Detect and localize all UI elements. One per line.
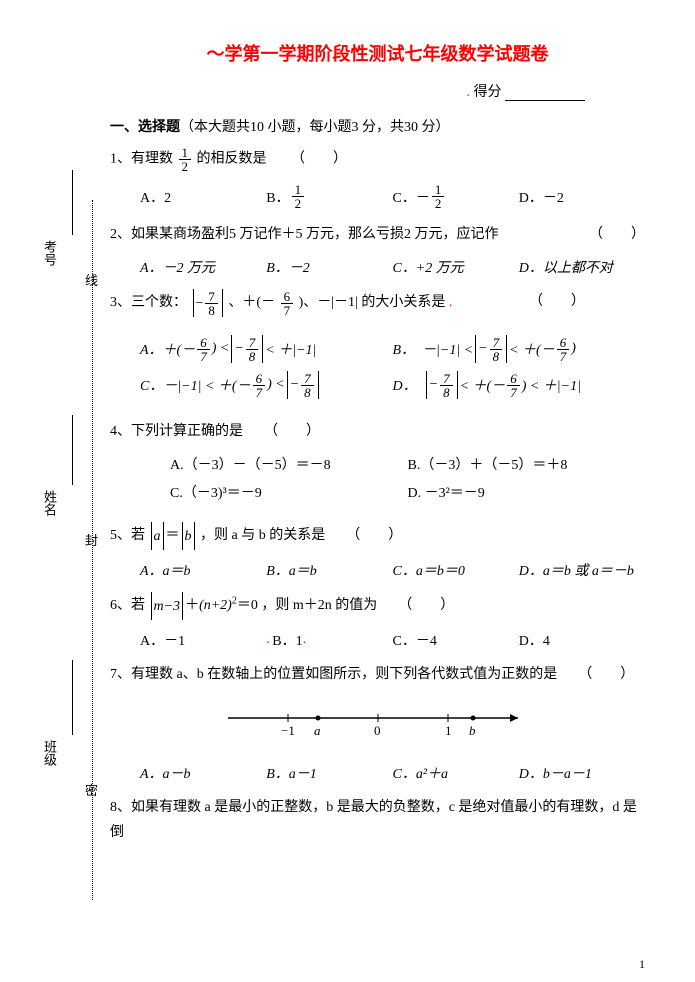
q5-stem-b: ，则 a 与 b 的关系是 （ ） — [200, 529, 402, 544]
q4-opt-c[interactable]: C.（－3)³＝－9 — [170, 482, 408, 502]
q7-opt-c[interactable]: C．a²＋a — [393, 763, 519, 783]
q1-paren[interactable]: （ ） — [298, 152, 347, 167]
q2-opt-b[interactable]: B．－2 — [266, 257, 392, 277]
q7-opt-d[interactable]: D．b－a－1 — [519, 763, 645, 783]
question-3: 3、三个数： −78 、＋(－ 67 )、－|－1| 的大小关系是 . （ ） — [110, 289, 645, 317]
q6-opt-b[interactable]: .B．1. — [266, 630, 392, 650]
q5-opt-d[interactable]: D．a＝b 或 a＝－b — [519, 560, 645, 580]
q1-opt-a[interactable]: A．2 — [140, 183, 266, 210]
tick-a: a — [314, 723, 321, 738]
q3-stem-c: )、－|－1| 的大小关系是 — [299, 295, 446, 310]
score-blank[interactable] — [505, 100, 585, 101]
q6-stem-a: 6、若 — [110, 599, 145, 614]
q7-opt-a[interactable]: A．a－b — [140, 763, 266, 783]
q2-opt-a[interactable]: A．－2 万元 — [140, 257, 266, 277]
q5-options: A．a＝b B．a＝b C．a＝b＝0 D．a＝b 或 a＝－b — [140, 560, 645, 580]
question-6: 6、若 m−3＋(n+2)2＝0 ，则 m＋2n 的值为 （ ） — [110, 592, 645, 620]
q4-opt-a[interactable]: A.（－3）－（－5）＝－8 — [170, 454, 408, 474]
q2-opt-c[interactable]: C．+2 万元 — [393, 257, 519, 277]
tick-1: 1 — [445, 723, 452, 738]
q1-stem-b: 的相反数是 — [197, 152, 267, 167]
q6-opt-d[interactable]: D．4 — [519, 630, 645, 650]
q3-options: A．＋(－67) < −78 < ＋|−1| B． －|−1| < −78 < … — [140, 335, 645, 407]
q2-stem: 2、如果某商场盈利5 万记作＋5 万元，那么亏损2 万元，应记作 — [110, 227, 499, 242]
section-1-note: （本大题共10 小题，每小题3 分，共30 分） — [180, 120, 450, 135]
q6-opt-a[interactable]: A．－1 — [140, 630, 266, 650]
exam-title: ～学第一学期阶段性测试七年级数学试题卷 — [110, 40, 645, 66]
tick-m1: −1 — [281, 723, 295, 738]
q3-opt-c[interactable]: C．－|−1| < ＋(－67) < −78 — [140, 371, 393, 399]
q1-opt-c[interactable]: C．－12 — [393, 183, 519, 210]
q2-paren[interactable]: （ ） — [589, 222, 645, 247]
section-1-header: 一、选择题（本大题共10 小题，每小题3 分，共30 分） — [110, 116, 645, 136]
page-number: 1 — [639, 957, 645, 972]
question-8: 8、如果有理数 a 是最小的正整数，b 是最大的负整数，c 是绝对值最小的有理数… — [110, 795, 645, 845]
q5-opt-c[interactable]: C．a＝b＝0 — [393, 560, 519, 580]
q1-options: A．2 B．12 C．－12 D．－2 — [140, 183, 645, 210]
number-line-svg: −1 a 0 1 b — [218, 703, 538, 743]
q4-options: A.（－3）－（－5）＝－8 B.（－3）＋（－5）＝＋8 C.（－3)³＝－9… — [170, 454, 645, 510]
q6-options: A．－1 .B．1. C．－4 D．4 — [140, 630, 645, 650]
q1-stem-a: 1、有理数 — [110, 152, 173, 167]
q4-opt-d[interactable]: D. －3²＝－9 — [408, 482, 646, 502]
q6-stem-b: ，则 m＋2n 的值为 （ ） — [261, 599, 454, 614]
q7-opt-b[interactable]: B．a－1 — [266, 763, 392, 783]
q3-opt-a[interactable]: A．＋(－67) < −78 < ＋|−1| — [140, 335, 393, 363]
q4-opt-b[interactable]: B.（－3）＋（－5）＝＋8 — [408, 454, 646, 474]
question-7: 7、有理数 a、b 在数轴上的位置如图所示，则下列各代数式值为正数的是 （ ） — [110, 662, 645, 687]
question-1: 1、有理数 12 的相反数是 （ ） — [110, 146, 645, 173]
score-label: 得分 — [474, 85, 502, 100]
q6-opt-c[interactable]: C．－4 — [393, 630, 519, 650]
q3-paren[interactable]: （ ） — [529, 289, 585, 314]
score-row: . 得分 — [110, 81, 645, 101]
section-1-label: 一、选择题 — [110, 120, 180, 135]
q7-options: A．a－b B．a－1 C．a²＋a D．b－a－1 — [140, 763, 645, 783]
q3-opt-b[interactable]: B． －|−1| < −78 < ＋(－67) — [393, 335, 646, 363]
q1-fraction: 12 — [179, 146, 192, 173]
q3-stem-a: 3、三个数： — [110, 295, 187, 310]
red-dot: . — [464, 85, 470, 101]
q1-opt-d[interactable]: D．－2 — [519, 183, 645, 210]
q2-opt-d[interactable]: D．以上都不对 — [519, 257, 645, 277]
q3-stem-b: 、＋(－ — [228, 295, 275, 310]
question-4: 4、下列计算正确的是 （ ） — [110, 419, 645, 444]
number-line-figure: −1 a 0 1 b — [110, 703, 645, 748]
q5-stem-a: 5、若 — [110, 529, 145, 544]
q2-options: A．－2 万元 B．－2 C．+2 万元 D．以上都不对 — [140, 257, 645, 277]
question-5: 5、若 a＝b ，则 a 与 b 的关系是 （ ） — [110, 522, 645, 550]
question-2: 2、如果某商场盈利5 万记作＋5 万元，那么亏损2 万元，应记作 （ ） — [110, 222, 645, 247]
q5-opt-b[interactable]: B．a＝b — [266, 560, 392, 580]
exam-page: ～学第一学期阶段性测试七年级数学试题卷 . 得分 一、选择题（本大题共10 小题… — [0, 0, 695, 875]
q1-opt-b[interactable]: B．12 — [266, 183, 392, 210]
q5-opt-a[interactable]: A．a＝b — [140, 560, 266, 580]
tick-0: 0 — [374, 723, 381, 738]
q3-opt-d[interactable]: D． −78 < ＋(－67) < ＋|−1| — [393, 371, 646, 399]
tick-b: b — [469, 723, 476, 738]
